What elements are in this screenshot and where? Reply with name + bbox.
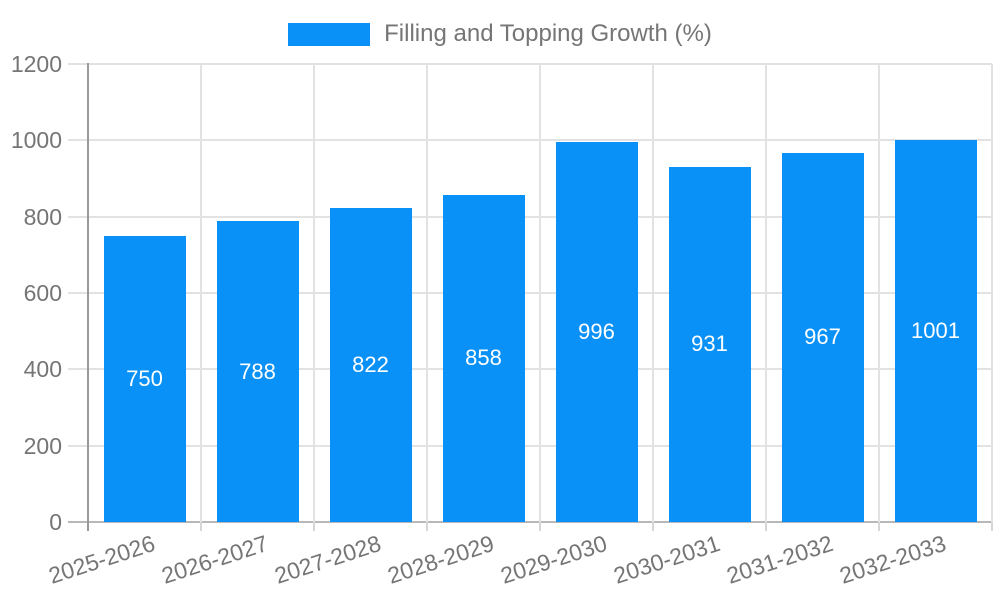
gridline-horizontal — [68, 139, 992, 142]
bar-value-label: 1001 — [911, 317, 960, 343]
x-axis-tick-label: 2027-2028 — [270, 530, 384, 589]
gridline-vertical — [765, 64, 767, 522]
x-axis-tick — [765, 522, 767, 531]
bar-value-label: 931 — [691, 331, 728, 357]
legend-swatch[interactable] — [288, 22, 371, 46]
x-axis-tick-label: 2029-2030 — [496, 530, 610, 589]
bar — [668, 166, 751, 522]
bar — [442, 194, 525, 522]
bar-value-label: 967 — [804, 324, 841, 350]
gridline-vertical — [426, 64, 428, 522]
gridline-horizontal — [68, 215, 992, 218]
x-axis-tick-label: 2026-2027 — [157, 530, 271, 589]
gridline-vertical — [313, 64, 315, 522]
gridline-horizontal — [68, 292, 992, 294]
gridline-vertical — [539, 64, 541, 522]
gridline-horizontal — [68, 444, 992, 447]
x-axis-tick — [426, 522, 428, 531]
x-axis-tick-label: 2031-2032 — [722, 530, 836, 589]
y-axis-tick-label: 0 — [49, 509, 62, 535]
bar — [894, 139, 977, 522]
x-axis-tick-label: 2028-2029 — [383, 530, 497, 589]
gridline-horizontal — [68, 63, 992, 65]
x-axis-tick-label: 2032-2033 — [835, 530, 949, 589]
bar-value-label: 996 — [578, 318, 615, 344]
bar-value-label: 822 — [352, 352, 389, 378]
legend-label[interactable]: Filling and Topping Growth (%) — [384, 20, 712, 47]
bar — [103, 235, 186, 522]
bar-value-label: 858 — [465, 345, 502, 371]
y-axis-line — [87, 63, 89, 531]
gridline-vertical — [200, 64, 202, 522]
x-axis-tick — [652, 522, 654, 531]
y-axis-tick-label: 400 — [23, 356, 62, 383]
gridline-horizontal — [68, 368, 992, 371]
x-axis-tick — [878, 522, 880, 531]
y-axis-tick-label: 1200 — [10, 51, 62, 77]
x-axis-tick — [539, 522, 541, 531]
bar-value-label: 750 — [126, 365, 163, 391]
bar — [329, 208, 412, 522]
gridline-vertical — [878, 64, 880, 522]
legend[interactable]: Filling and Topping Growth (%) — [0, 20, 1000, 48]
bar — [781, 152, 864, 522]
plot-right-border — [991, 64, 993, 522]
x-axis-tick-label: 2030-2031 — [609, 530, 723, 589]
y-axis-tick-label: 200 — [23, 432, 62, 459]
y-axis-tick-label: 600 — [23, 280, 62, 306]
bar — [216, 221, 299, 522]
gridline-vertical — [652, 64, 654, 522]
y-axis-tick-label: 1000 — [10, 127, 62, 154]
x-axis-tick — [991, 522, 993, 531]
x-axis-tick-label: 2025-2026 — [44, 530, 158, 589]
bar — [555, 141, 638, 522]
x-axis-tick — [200, 522, 202, 531]
x-axis-tick — [313, 522, 315, 531]
x-axis-baseline — [68, 521, 992, 523]
bar-value-label: 788 — [239, 358, 276, 384]
y-axis-tick-label: 800 — [23, 203, 62, 230]
